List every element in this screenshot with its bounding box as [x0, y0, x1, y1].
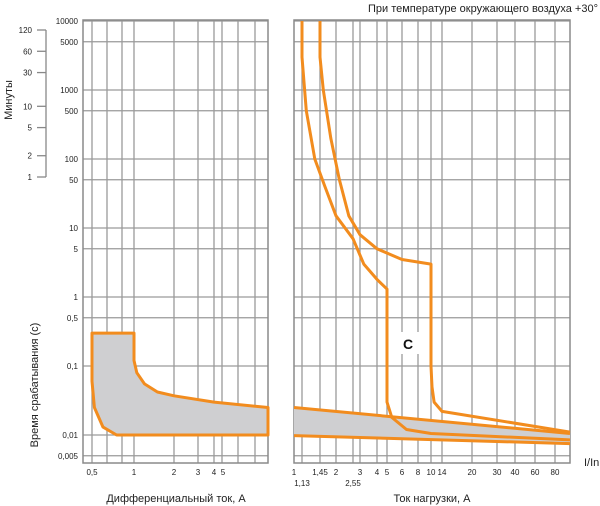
curve-c-upper: [318, 21, 571, 434]
x-tick-label: 10: [427, 468, 436, 477]
x-tick-label: 1,45: [312, 468, 328, 477]
y-tick-label: 10000: [56, 17, 79, 26]
right-plot-frame: [293, 19, 571, 464]
chart-marks: [90, 21, 571, 446]
x-tick-label: 80: [551, 468, 560, 477]
y-axis-title: Время срабатывания (с): [29, 323, 41, 448]
band-lower-line: [293, 434, 571, 446]
x-tick-label: 2: [334, 468, 339, 477]
curve-c-lower: [300, 21, 571, 442]
x-tick-label-second-row: 2,55: [345, 479, 361, 488]
y-tick-label: 5: [74, 245, 79, 254]
curve-label-box: [396, 332, 420, 354]
x-tick-label: 40: [511, 468, 520, 477]
x-tick-label: 60: [531, 468, 540, 477]
y-tick-label: 1: [74, 293, 79, 302]
x-tick-label: 4: [375, 468, 380, 477]
x-tick-label-second-row: 1,13: [294, 479, 310, 488]
minutes-tick-label: 10: [23, 102, 32, 111]
x-tick-label: 30: [493, 468, 502, 477]
y-tick-label: 0,5: [67, 314, 79, 323]
x-tick-label: 20: [468, 468, 477, 477]
minutes-tick-label: 1: [28, 173, 33, 182]
instant-trip-band-fill: [294, 407, 570, 444]
right-x-axis-title: Ток нагрузки, А: [394, 493, 472, 505]
left-x-axis-title: Дифференциальный ток, А: [106, 493, 246, 505]
minutes-tick-label: 120: [19, 26, 33, 35]
x-tick-label: 5: [385, 468, 390, 477]
y-tick-label: 1000: [60, 86, 78, 95]
x-tick-label: 0,5: [86, 468, 98, 477]
y-tick-label: 500: [65, 107, 79, 116]
rcd-tripping-zone: [90, 331, 270, 437]
minutes-axis-title: Минуты: [3, 80, 15, 120]
right-chart-title: При температуре окружающего воздуха +30°: [368, 3, 598, 15]
x-unit-label: I/In: [584, 457, 599, 469]
minutes-tick-label: 2: [28, 152, 33, 161]
x-tick-label: 4: [212, 468, 217, 477]
x-tick-label: 6: [400, 468, 405, 477]
x-tick-label: 3: [196, 468, 201, 477]
minutes-tick-label: 60: [23, 47, 32, 56]
x-tick-label: 2: [172, 468, 177, 477]
x-tick-label: 1: [132, 468, 137, 477]
left-plot-frame: [82, 19, 269, 464]
y-tick-label: 5000: [60, 38, 78, 47]
x-tick-label: 3: [358, 468, 363, 477]
y-tick-label: 50: [69, 176, 78, 185]
x-tick-label: 1: [292, 468, 297, 477]
x-tick-label: 8: [416, 468, 421, 477]
band-upper-line: [293, 406, 571, 435]
y-tick-label: 0,005: [58, 452, 79, 461]
minutes-tick-label: 5: [28, 124, 33, 133]
y-tick-label: 10: [69, 224, 78, 233]
x-tick-label: 5: [221, 468, 226, 477]
curve-label-c: C: [403, 336, 413, 352]
y-tick-label: 0,1: [67, 362, 79, 371]
y-tick-label: 0,01: [62, 431, 78, 440]
y-tick-label: 100: [65, 155, 79, 164]
x-tick-label: 14: [438, 468, 447, 477]
minutes-tick-label: 30: [23, 69, 32, 78]
chart-labels: 10000 5000 1000 500 100 50 10 5 1 0,5 0,1 0,01 0,005…: [19, 17, 560, 488]
